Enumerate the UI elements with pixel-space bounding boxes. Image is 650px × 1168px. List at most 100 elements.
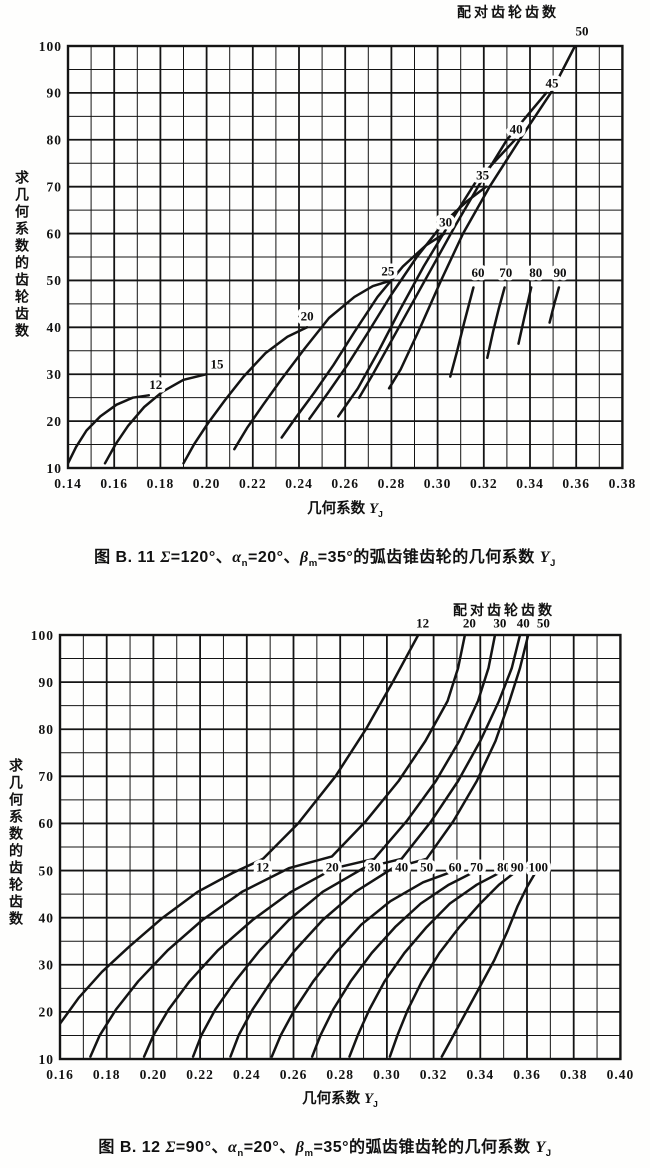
mating-teeth-header-b11: 配对齿轮齿数 (457, 4, 559, 20)
y-tick-label: 10 (47, 461, 63, 476)
curve-mating-teeth-90 (548, 286, 561, 324)
curve-label-20: 20 (326, 859, 339, 874)
x-tick-label: 0.32 (420, 1067, 448, 1082)
curve-mating-teeth-70 (486, 286, 506, 360)
curve-mating-teeth-70 (310, 869, 478, 1058)
y-tick-label: 20 (39, 1005, 55, 1020)
y-tick-label: 30 (47, 367, 63, 382)
y-tick-label: 100 (31, 628, 54, 643)
x-tick-label: 0.16 (100, 476, 128, 491)
curve-mating-teeth-80 (517, 286, 533, 345)
x-axis-title-b12: 几何系数 YJ (302, 1091, 378, 1109)
x-tick-label: 0.38 (609, 476, 637, 491)
y-tick-label: 80 (47, 133, 63, 148)
x-tick-label: 0.40 (607, 1067, 635, 1082)
curve-mating-teeth-60 (270, 869, 457, 1058)
curve-mating-teeth-12 (67, 394, 151, 465)
curve-mating-teeth-80 (348, 869, 505, 1058)
y-tick-label: 60 (39, 816, 55, 831)
y-tick-label: 80 (39, 722, 55, 737)
x-tick-label: 0.22 (239, 476, 267, 491)
x-tick-label: 0.24 (233, 1067, 261, 1082)
curve-mating-teeth-50 (229, 634, 530, 1058)
curve-label-70: 70 (499, 265, 512, 280)
curve-label-15: 15 (210, 356, 224, 371)
x-tick-label: 0.34 (466, 1067, 494, 1082)
x-tick-label: 0.28 (326, 1067, 354, 1082)
curve-mating-teeth-12 (59, 634, 420, 1025)
curve-mating-teeth-35 (308, 185, 488, 421)
curve-mating-teeth-90 (388, 869, 519, 1058)
curve-label-80: 80 (497, 859, 510, 874)
y-tick-label: 50 (47, 273, 63, 288)
x-tick-label: 0.18 (147, 476, 175, 491)
curve-label-50: 50 (575, 23, 588, 38)
x-tick-label: 0.30 (373, 1067, 401, 1082)
x-tick-label: 0.38 (560, 1067, 588, 1082)
x-tick-label: 0.20 (140, 1067, 168, 1082)
chart-B11: 12 15 20 25 30 35 40 45 50 60 70 80 90 0.14 0.16 0.18 0.… (39, 20, 637, 491)
curve-label-30: 30 (493, 615, 506, 630)
curve-label-50: 50 (420, 859, 433, 874)
curve-mating-teeth-20 (89, 634, 467, 1058)
x-tick-label: 0.26 (331, 476, 359, 491)
curve-mating-teeth-30 (142, 634, 497, 1058)
x-tick-label: 0.30 (424, 476, 452, 491)
curve-label-100: 100 (528, 859, 548, 874)
plot-border (58, 633, 622, 1061)
curve-label-70: 70 (470, 859, 483, 874)
y-tick-label: 90 (47, 86, 63, 101)
y-tick-label: 70 (47, 179, 63, 194)
figure-caption-b12: 图 B. 12 Σ=90°、αn=20°、βm=35°的弧齿锥齿轮的几何系数 Y… (98, 1139, 552, 1160)
x-tick-label: 0.26 (280, 1067, 308, 1082)
curve-label-60: 60 (449, 859, 462, 874)
y-tick-label: 70 (39, 769, 55, 784)
y-tick-label: 40 (47, 320, 63, 335)
y-tick-label: 30 (39, 958, 55, 973)
x-tick-label: 0.28 (378, 476, 406, 491)
mating-teeth-header-b12: 配对齿轮齿数 (453, 602, 555, 618)
curve-label-45: 45 (545, 76, 559, 91)
x-tick-label: 0.20 (193, 476, 221, 491)
curve-mating-teeth-15 (103, 372, 208, 465)
y-axis-title-b11: 求几何系数的齿轮齿数 (14, 170, 30, 340)
figure-caption-b11: 图 B. 11 Σ=120°、αn=20°、βm=35°的弧齿锥齿轮的几何系数 … (94, 549, 556, 570)
curve-label-20: 20 (463, 615, 476, 630)
curve-label-35: 35 (476, 167, 490, 182)
curve-mating-teeth-25 (233, 279, 393, 451)
curve-label-20: 20 (301, 309, 314, 324)
curve-label-40: 40 (517, 615, 530, 630)
curve-mating-teeth-20 (182, 326, 309, 465)
y-tick-label: 40 (39, 910, 55, 925)
curve-label-90: 90 (511, 859, 524, 874)
y-tick-label: 50 (39, 863, 55, 878)
curve-label-60: 60 (472, 265, 485, 280)
curve-mating-teeth-30 (280, 232, 446, 439)
curve-label-40: 40 (395, 859, 408, 874)
x-tick-label: 0.36 (562, 476, 590, 491)
curve-label-12: 12 (256, 859, 269, 874)
x-tick-label: 0.32 (470, 476, 498, 491)
curve-family (59, 634, 538, 1058)
y-tick-label: 10 (39, 1052, 55, 1067)
curve-mating-teeth-40 (191, 634, 522, 1058)
curve-label-12: 12 (149, 377, 162, 392)
curve-label-90: 90 (554, 265, 567, 280)
curve-label-30: 30 (439, 214, 452, 229)
x-tick-label: 0.36 (513, 1067, 541, 1082)
x-tick-label: 0.14 (54, 476, 82, 491)
x-axis-title-b11: 几何系数 YJ (307, 501, 383, 519)
curve-label-25: 25 (381, 264, 395, 279)
curve-label-40: 40 (510, 121, 523, 136)
curve-mating-teeth-100 (440, 869, 538, 1058)
curve-mating-teeth-60 (449, 286, 475, 378)
curve-mating-teeth-50 (387, 45, 577, 390)
curve-label-30: 30 (368, 859, 381, 874)
x-tick-label: 0.18 (93, 1067, 121, 1082)
x-tick-label: 0.22 (186, 1067, 214, 1082)
curve-label-80: 80 (529, 265, 542, 280)
x-tick-label: 0.24 (285, 476, 313, 491)
